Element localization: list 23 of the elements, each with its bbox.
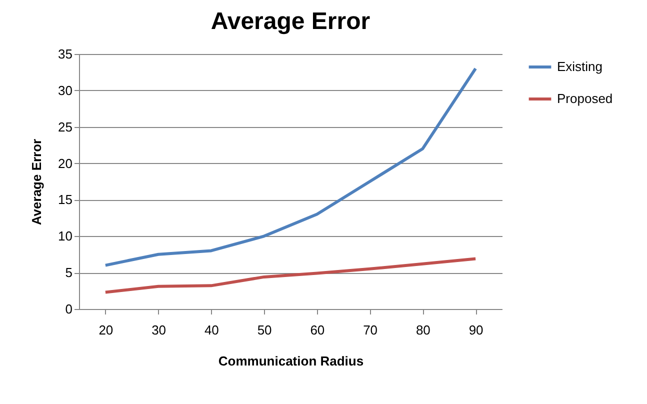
y-tick-label: 10 <box>58 228 72 244</box>
y-tick-label: 0 <box>65 302 72 316</box>
x-tick-label: 80 <box>416 322 430 338</box>
x-tick-label: 50 <box>257 322 272 338</box>
x-axis-title: Communication Radius <box>218 354 364 368</box>
y-tick-label: 15 <box>58 192 72 208</box>
y-axis-title: Average Error <box>29 138 44 226</box>
line-series <box>104 257 478 294</box>
x-tick-label: 40 <box>204 322 219 338</box>
x-tick-label: 30 <box>152 322 166 338</box>
x-tick-label: 20 <box>98 322 114 338</box>
line-series <box>104 67 478 267</box>
legend-label: Existing <box>557 59 603 74</box>
y-tick-label: 25 <box>58 119 72 134</box>
y-tick-label: 5 <box>65 265 72 280</box>
x-tick-label: 90 <box>468 322 484 338</box>
y-tick-label: 30 <box>58 82 72 98</box>
y-tick-label: 20 <box>58 156 72 171</box>
x-tick-label: 70 <box>363 322 378 338</box>
x-tick-label: 60 <box>310 322 325 338</box>
legend-label: Proposed <box>557 91 613 106</box>
y-tick-label: 35 <box>58 46 72 62</box>
chart-title: Average Error <box>210 8 370 35</box>
